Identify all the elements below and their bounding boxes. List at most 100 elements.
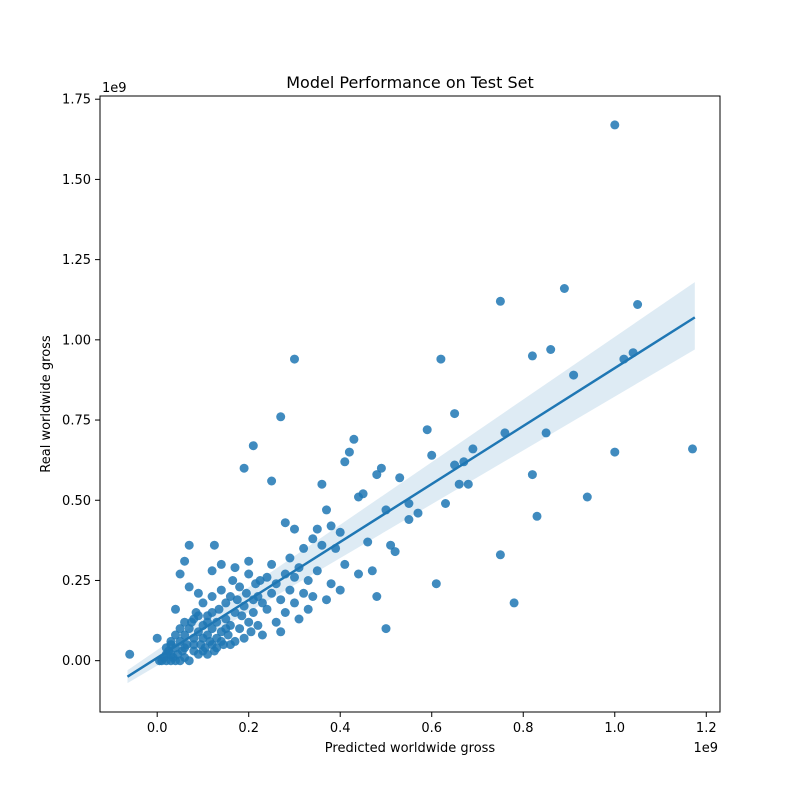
y-tick-label: 1.50 xyxy=(62,173,91,188)
data-point xyxy=(255,576,265,585)
x-axis-label: Predicted worldwide gross xyxy=(325,741,496,756)
data-point xyxy=(290,354,299,364)
data-point xyxy=(184,582,194,592)
data-point xyxy=(280,608,290,617)
data-point xyxy=(216,585,226,595)
data-point xyxy=(171,604,180,614)
data-point xyxy=(559,284,569,293)
data-point xyxy=(207,624,217,634)
data-point xyxy=(372,470,382,480)
x-tick-label: 0.4 xyxy=(330,721,351,736)
data-point xyxy=(335,527,345,537)
data-point xyxy=(317,479,327,489)
y-tick-label: 0.00 xyxy=(62,654,91,669)
data-point xyxy=(349,434,359,444)
y-tick-label: 0.25 xyxy=(62,574,91,589)
data-point xyxy=(290,572,299,582)
data-point xyxy=(404,515,414,524)
data-point xyxy=(381,624,391,634)
data-point xyxy=(303,576,313,585)
data-point xyxy=(166,636,176,646)
data-point xyxy=(237,611,247,621)
data-point xyxy=(235,582,245,592)
data-point xyxy=(239,633,249,643)
y-tick-label: 1.25 xyxy=(62,253,91,268)
data-point xyxy=(193,588,203,598)
data-point xyxy=(225,592,235,601)
data-point xyxy=(312,524,322,534)
data-point xyxy=(546,345,556,354)
data-point xyxy=(303,604,313,614)
data-point xyxy=(235,624,245,634)
data-point xyxy=(214,604,224,614)
data-point xyxy=(358,489,368,499)
confidence-band xyxy=(127,282,695,684)
data-point xyxy=(257,630,267,640)
data-point xyxy=(262,604,272,614)
data-point xyxy=(532,511,542,521)
x-axis-scale-label: 1e9 xyxy=(693,741,718,756)
data-point xyxy=(244,556,254,566)
data-point xyxy=(184,540,194,550)
data-point xyxy=(232,595,242,605)
data-point xyxy=(376,463,386,473)
data-point xyxy=(322,595,331,605)
data-point xyxy=(436,354,446,364)
data-point xyxy=(363,537,373,547)
data-point xyxy=(312,566,322,576)
data-point xyxy=(257,598,267,608)
data-point xyxy=(569,370,579,380)
data-point xyxy=(541,428,551,438)
data-point xyxy=(180,643,190,653)
data-point xyxy=(299,543,309,553)
data-point xyxy=(395,473,405,483)
x-tick-label: 0.0 xyxy=(147,721,168,736)
data-point xyxy=(198,646,208,656)
y-axis-scale-label: 1e9 xyxy=(102,81,127,96)
data-point xyxy=(308,534,318,544)
data-point xyxy=(248,441,258,451)
y-ticks: 0.00 0.25 0.50 0.75 1.00 1.25 1.50 1.75 xyxy=(62,93,100,669)
x-tick-label: 0.2 xyxy=(238,721,259,736)
data-point xyxy=(267,588,277,598)
y-tick-label: 0.50 xyxy=(62,494,91,509)
data-point xyxy=(335,585,345,595)
data-point xyxy=(413,508,423,518)
data-point xyxy=(290,524,299,534)
data-point xyxy=(276,412,286,422)
data-point xyxy=(221,598,231,608)
y-tick-label: 1.00 xyxy=(62,333,91,348)
data-point xyxy=(582,492,592,502)
data-point xyxy=(340,559,350,569)
data-point xyxy=(244,617,254,627)
data-point xyxy=(386,540,396,550)
data-point xyxy=(212,643,222,653)
data-point xyxy=(125,649,135,659)
data-point xyxy=(248,608,258,617)
data-point xyxy=(280,518,290,528)
x-ticks: 0.0 0.2 0.4 0.6 0.8 1.0 1.2 xyxy=(147,712,717,736)
data-point xyxy=(495,296,505,306)
data-point xyxy=(441,499,450,508)
data-point xyxy=(340,457,350,467)
data-point xyxy=(207,566,217,576)
data-point xyxy=(180,556,190,566)
chart-title: Model Performance on Test Set xyxy=(286,73,533,92)
regression-layer xyxy=(126,316,696,678)
data-point xyxy=(276,627,286,637)
data-point xyxy=(239,463,249,473)
plot-area xyxy=(125,120,697,684)
data-point xyxy=(372,592,382,601)
data-point xyxy=(527,351,537,361)
data-point xyxy=(267,559,277,569)
data-point xyxy=(285,585,295,595)
data-point xyxy=(241,588,251,598)
data-point xyxy=(253,620,263,630)
data-point xyxy=(207,592,217,601)
data-point xyxy=(308,592,318,601)
data-point xyxy=(495,550,505,560)
data-point xyxy=(610,120,620,130)
y-tick-label: 0.75 xyxy=(62,414,91,429)
